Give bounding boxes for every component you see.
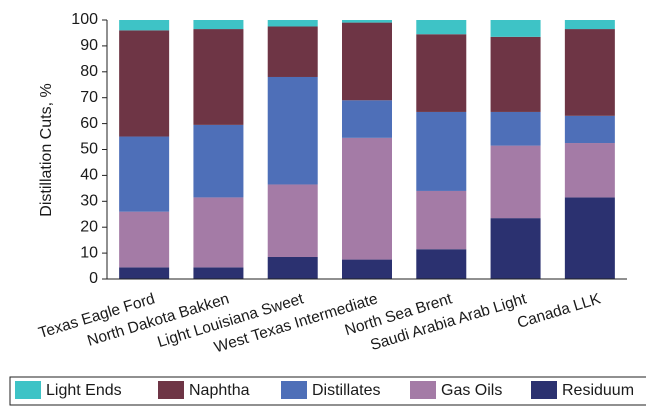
bar-gas-oils-6	[490, 145, 541, 219]
legend-swatch-light-ends	[15, 381, 41, 399]
bar-distillates-3	[267, 76, 318, 185]
plot-area	[119, 20, 615, 279]
y-axis-title: Distillation Cuts, %	[38, 83, 55, 216]
legend-swatch-distillates	[281, 381, 307, 399]
bar-distillates-1	[119, 136, 170, 212]
bar-gas-oils-4	[342, 137, 392, 260]
bar-distillates-2	[193, 124, 244, 198]
legend-label: Gas Oils	[441, 382, 502, 399]
legend-swatch-gas-oils	[410, 381, 436, 399]
y-tick-label: 0	[89, 270, 98, 287]
bar-residuum-3	[267, 256, 318, 279]
y-tick-label: 10	[80, 244, 98, 261]
bar-gas-oils-1	[119, 211, 170, 268]
bar-light-ends-7	[564, 20, 615, 30]
bar-naphtha-5	[416, 34, 467, 112]
legend-label: Distillates	[312, 382, 380, 399]
y-axis: 0 10 20 30 40 50 60 70 80 90 100	[71, 11, 108, 287]
legend: Light Ends Naphtha Distillates Gas Oils Resi…	[9, 376, 646, 406]
bar-light-ends-6	[490, 20, 541, 37]
legend-label: Residuum	[562, 382, 634, 399]
y-tick-label: 100	[71, 11, 98, 28]
bar-naphtha-2	[193, 29, 244, 125]
bar-residuum-1	[119, 267, 170, 279]
bar-naphtha-4	[342, 22, 392, 101]
y-tick-label: 90	[80, 37, 98, 54]
bar-gas-oils-2	[193, 197, 244, 268]
bar-gas-oils-5	[416, 190, 467, 250]
y-tick-label: 30	[80, 193, 98, 210]
bar-naphtha-6	[490, 36, 541, 112]
legend-swatch-residuum	[531, 381, 557, 399]
bar-residuum-5	[416, 249, 467, 279]
bar-light-ends-5	[416, 20, 467, 35]
bar-distillates-6	[490, 111, 541, 146]
bar-gas-oils-3	[267, 184, 318, 257]
y-tick-label: 70	[80, 89, 98, 106]
bar-gas-oils-7	[564, 143, 615, 198]
bar-naphtha-7	[564, 29, 615, 116]
bar-light-ends-1	[119, 20, 170, 31]
bar-distillates-4	[342, 100, 392, 138]
y-tick-label: 40	[80, 167, 98, 184]
x-tick-label: Canada LLK	[515, 290, 603, 332]
bar-distillates-5	[416, 111, 467, 191]
bar-distillates-7	[564, 115, 615, 144]
legend-label: Naphtha	[189, 382, 250, 399]
bar-light-ends-2	[193, 20, 244, 30]
y-tick-label: 80	[80, 63, 98, 80]
bar-residuum-7	[564, 197, 615, 279]
bar-residuum-2	[193, 267, 244, 279]
bar-naphtha-3	[267, 26, 318, 77]
bar-naphtha-1	[119, 30, 170, 137]
bar-light-ends-3	[267, 20, 318, 27]
y-tick-label: 50	[80, 141, 98, 158]
legend-label: Light Ends	[46, 382, 122, 399]
bar-residuum-4	[342, 259, 392, 279]
legend-swatch-naphtha	[158, 381, 184, 399]
y-tick-label: 20	[80, 218, 98, 235]
bar-light-ends-4	[342, 20, 392, 23]
bar-residuum-6	[490, 218, 541, 279]
y-tick-label: 60	[80, 115, 98, 132]
